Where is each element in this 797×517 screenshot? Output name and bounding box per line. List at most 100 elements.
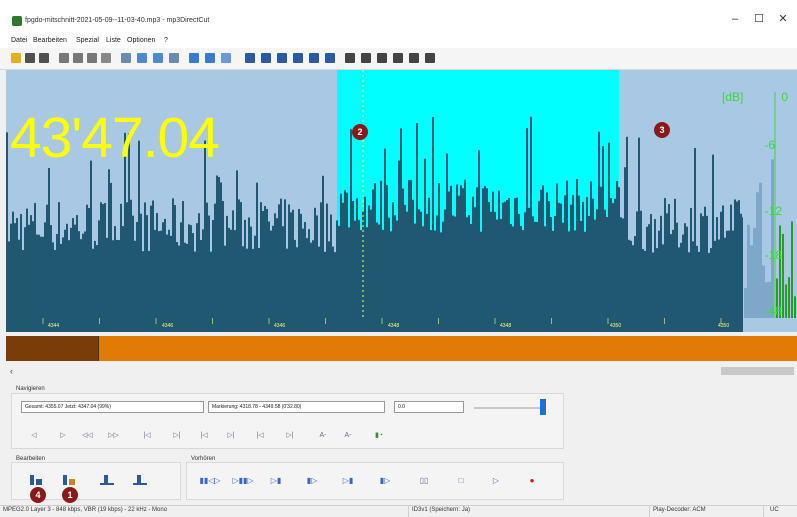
cut-icon[interactable]	[59, 53, 69, 63]
overview-bar[interactable]	[6, 336, 797, 361]
waveform-bar	[476, 187, 478, 318]
waveform-canvas[interactable]	[6, 70, 797, 332]
view-wave-icon[interactable]	[189, 53, 199, 63]
view-level-icon[interactable]	[221, 53, 231, 63]
nav-marker-prev-button[interactable]: |◁	[256, 432, 264, 439]
marker-prev-icon[interactable]	[261, 53, 271, 63]
play-sel-end-button[interactable]: ▮▷	[379, 476, 391, 485]
nav-fast-back-button[interactable]: ◁◁	[82, 432, 93, 439]
waveform-bar	[626, 136, 628, 318]
play-after-button[interactable]: ▮▷	[306, 476, 318, 485]
marker-end-icon[interactable]	[293, 53, 303, 63]
marker-begin-icon[interactable]	[245, 53, 255, 63]
menu-options[interactable]: Optionen	[127, 37, 156, 44]
play-around-marker-button[interactable]: ▷▮▮▷	[232, 476, 254, 485]
nav-sel-start-button[interactable]: |◁	[200, 432, 208, 439]
scroll-left-icon[interactable]: ‹	[10, 366, 13, 376]
save-selection-icon[interactable]	[39, 53, 49, 63]
waveform-bar	[556, 183, 558, 318]
marker-cue-icon[interactable]	[325, 53, 335, 63]
waveform-bar	[38, 234, 40, 318]
stop-button[interactable]: □	[458, 476, 464, 485]
marker-next-icon[interactable]	[277, 53, 287, 63]
edit-delete-icon[interactable]	[133, 473, 147, 487]
play-sel-start-button[interactable]: ▷▮	[342, 476, 354, 485]
undo-icon[interactable]	[101, 53, 111, 63]
zoom-out-icon[interactable]	[153, 53, 163, 63]
waveform-bar	[290, 212, 292, 318]
normalize-icon[interactable]	[393, 53, 403, 63]
waveform-bar	[408, 179, 410, 318]
waveform-bar	[152, 200, 154, 318]
waveform-bar	[200, 240, 202, 318]
menu-edit[interactable]: Bearbeiten	[33, 37, 67, 44]
waveform-bar	[184, 242, 186, 318]
volume-slider-thumb[interactable]	[540, 399, 546, 415]
nav-end-button[interactable]: ▷|	[173, 432, 181, 439]
edit-copy-icon[interactable]	[62, 473, 76, 487]
minimize-button[interactable]: –	[731, 13, 739, 25]
zoom-selection-icon[interactable]	[137, 53, 147, 63]
copy-icon[interactable]	[73, 53, 83, 63]
waveform-bar	[650, 214, 652, 318]
position-field[interactable]: Gesamt: 4355.07 Jetzt: 4347.04 (99%)	[21, 401, 204, 413]
zoom-all-icon[interactable]	[169, 53, 179, 63]
waveform-view[interactable]: 43'47.04 2 3 [dB] 0 -6 -12 -18 -48 4344 …	[6, 70, 797, 332]
horizontal-scrollbar[interactable]: ‹	[6, 366, 797, 376]
waveform-bar	[136, 221, 138, 318]
waveform-bar	[314, 207, 316, 318]
waveform-bar	[462, 188, 464, 318]
waveform-bar	[350, 129, 352, 318]
menu-list[interactable]: Liste	[106, 37, 121, 44]
maximize-button[interactable]: ☐	[754, 13, 764, 25]
zoom-in-icon[interactable]	[121, 53, 131, 63]
fade-in-icon[interactable]	[361, 53, 371, 63]
menu-help[interactable]: ?	[164, 37, 168, 44]
open-icon[interactable]	[11, 53, 21, 63]
nav-level-down-button[interactable]: A-	[344, 432, 352, 439]
waveform-bar	[448, 191, 450, 318]
nav-fast-forward-button[interactable]: ▷▷	[108, 432, 119, 439]
waveform-bar	[376, 222, 378, 318]
nav-start-button[interactable]: |◁	[143, 432, 151, 439]
paste-icon[interactable]	[87, 53, 97, 63]
nav-back-button[interactable]: ◁	[31, 432, 37, 439]
waveform-bar	[692, 241, 694, 318]
play-before-button[interactable]: ▷▮	[270, 476, 282, 485]
menu-special[interactable]: Spezial	[76, 37, 99, 44]
record-button[interactable]: ●	[529, 476, 535, 485]
nav-settings-button[interactable]: ▮◔	[374, 432, 384, 439]
waveform-bar	[492, 191, 494, 318]
waveform-bar	[436, 215, 438, 318]
waveform-bar	[524, 212, 526, 318]
batch-icon[interactable]	[425, 53, 435, 63]
save-icon[interactable]	[25, 53, 35, 63]
edit-cut-icon[interactable]	[29, 473, 43, 487]
nav-sel-end-button[interactable]: ▷|	[227, 432, 235, 439]
play-button[interactable]: ▷	[492, 476, 500, 485]
edit-paste-icon[interactable]	[100, 473, 114, 487]
close-button[interactable]: ✕	[778, 13, 788, 25]
nav-forward-button[interactable]: ▷	[60, 432, 66, 439]
play-around-cursor-button[interactable]: ▮▮◁▷	[199, 476, 221, 485]
value-field[interactable]: 0.0	[394, 401, 464, 413]
volume-slider-track[interactable]	[474, 407, 544, 409]
waveform-bar	[738, 200, 740, 318]
fade-out-icon[interactable]	[377, 53, 387, 63]
waveform-bar	[224, 245, 226, 318]
waveform-bar	[74, 224, 76, 318]
waveform-bar	[642, 249, 644, 318]
volume-icon[interactable]	[345, 53, 355, 63]
nav-level-up-button[interactable]: A-	[319, 432, 327, 439]
pause-button[interactable]: ▯▯	[419, 476, 429, 485]
split-icon[interactable]	[409, 53, 419, 63]
marker-field[interactable]: Markierung: 4318.78 - 4349.58 (0'32.80)	[208, 401, 385, 413]
marker-split-icon[interactable]	[309, 53, 319, 63]
waveform-bar	[688, 252, 690, 318]
menu-file[interactable]: Datei	[11, 37, 28, 44]
nav-marker-next-button[interactable]: ▷|	[286, 432, 294, 439]
view-split-icon[interactable]	[205, 53, 215, 63]
waveform-bar	[262, 210, 264, 318]
db-tick-48: -48	[764, 304, 782, 318]
scroll-thumb[interactable]	[721, 367, 794, 375]
